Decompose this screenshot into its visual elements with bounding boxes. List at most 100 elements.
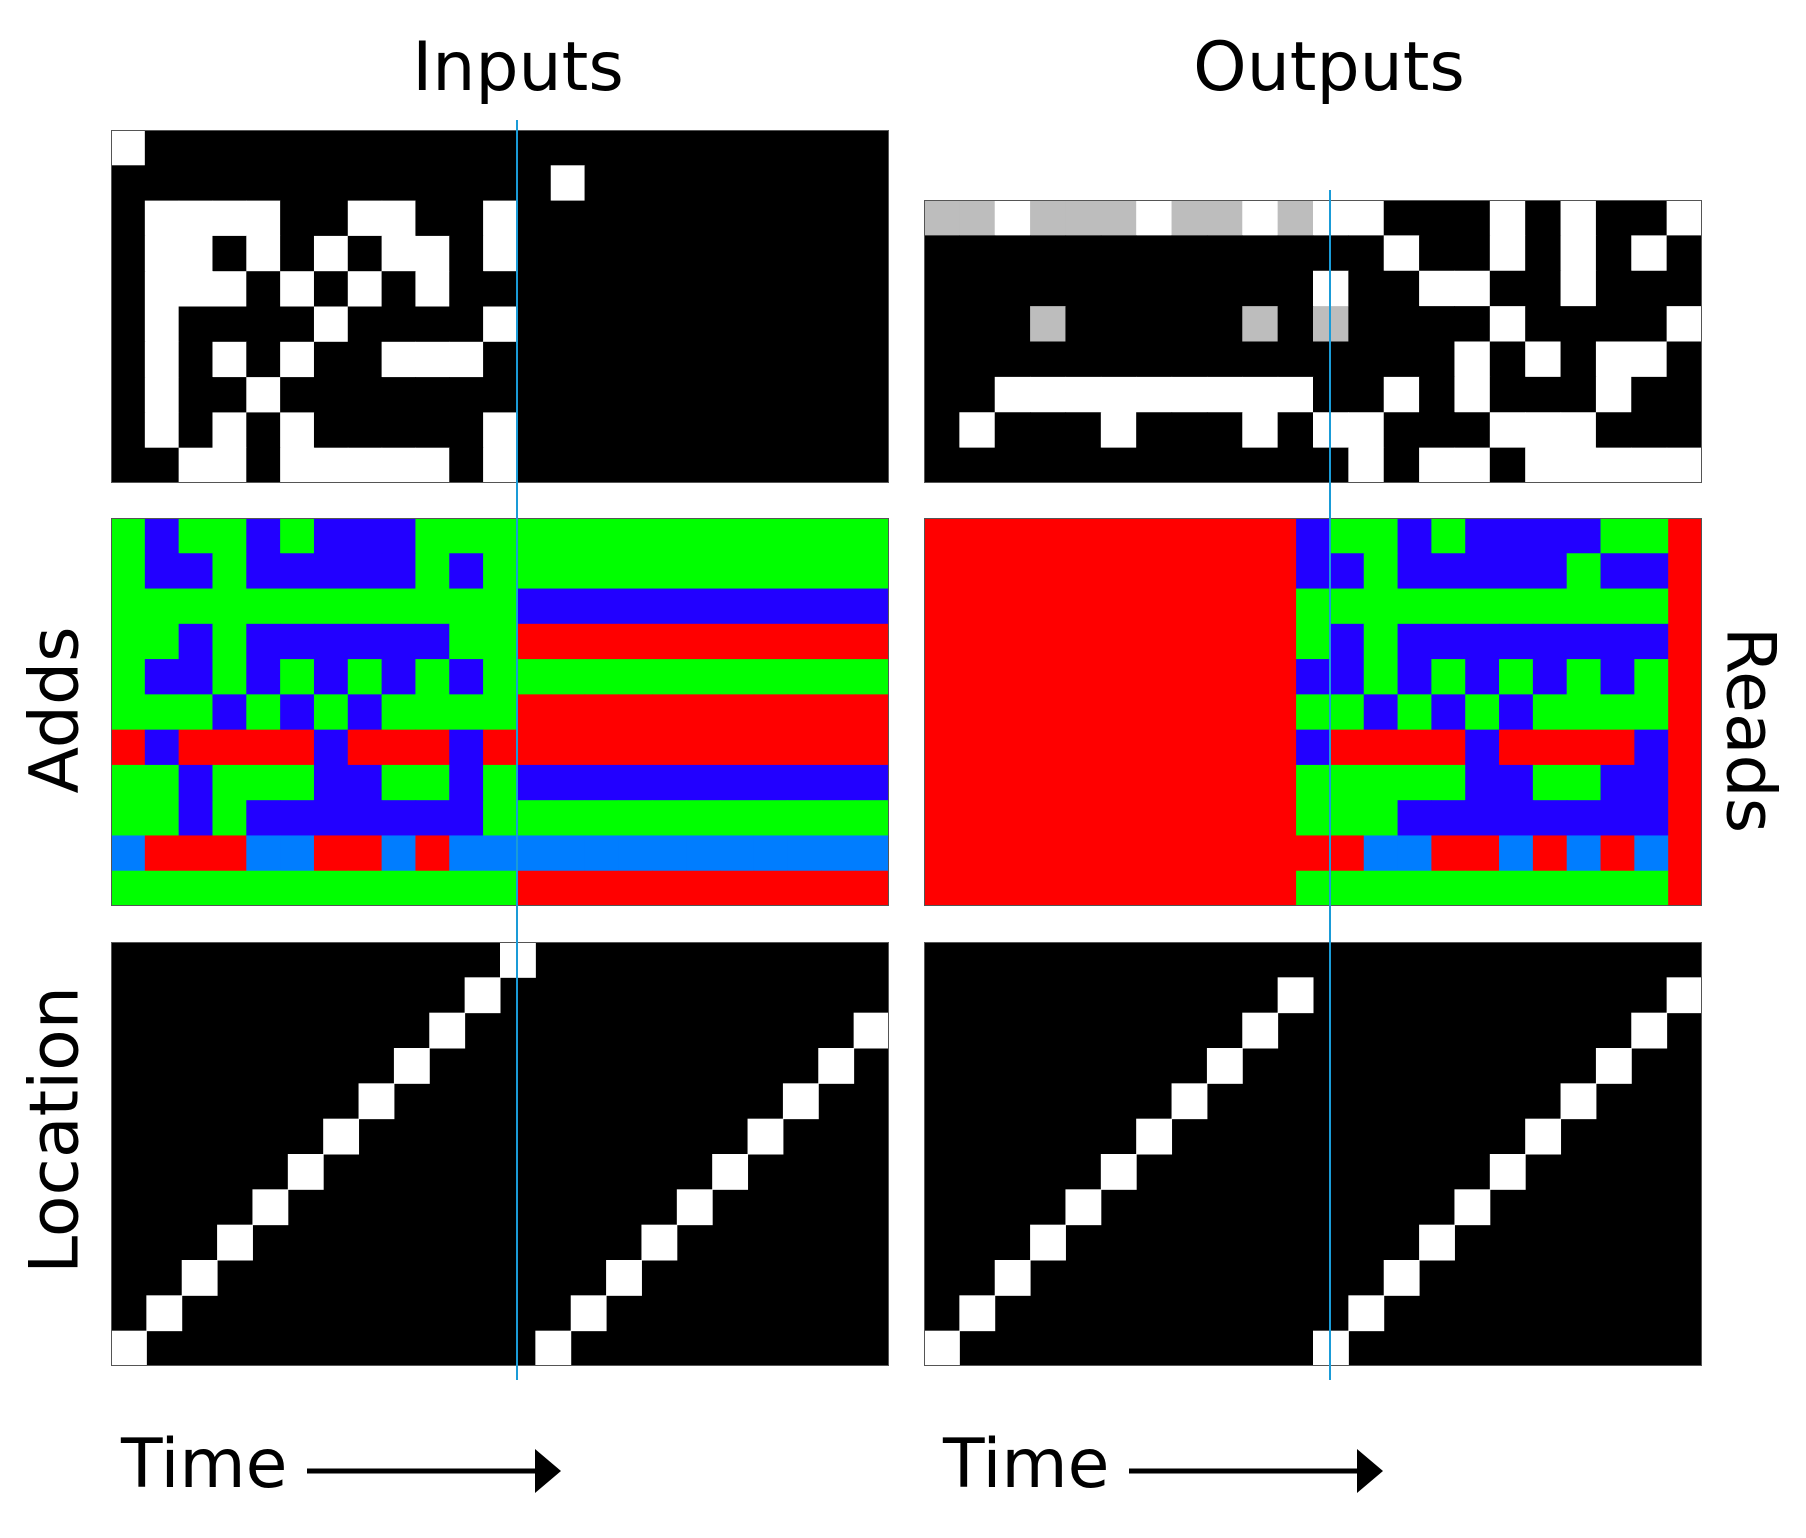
reads-cell (1397, 729, 1432, 766)
adds-cell (855, 870, 889, 906)
inputs-bits-cell (280, 235, 315, 272)
reads-cell (957, 729, 993, 766)
outputs-bits-cell (1595, 270, 1632, 307)
adds-cell (212, 800, 247, 837)
location-inputs-step (676, 1189, 713, 1226)
inputs-bits-cell (686, 200, 721, 237)
reads-cell (1363, 764, 1399, 801)
reads-cell (1194, 729, 1230, 766)
inputs-bits-cell (246, 412, 281, 449)
inputs-bits-cell (111, 306, 146, 343)
outputs-bits-cell (1171, 447, 1208, 483)
outputs-bits-cell (1206, 235, 1243, 272)
inputs-bits-cell (347, 447, 383, 483)
reads-cell (1329, 588, 1365, 625)
adds-cell (753, 518, 789, 554)
adds-cell (212, 518, 247, 554)
outputs-bits-cell (1489, 412, 1526, 449)
reads-cell (1532, 764, 1568, 801)
reads-cell (1431, 764, 1466, 801)
adds-cell (855, 518, 889, 554)
outputs-bits-cell (1383, 447, 1420, 483)
adds-cell (753, 729, 789, 766)
reads-cell (1397, 518, 1432, 554)
reads-cell (957, 800, 993, 837)
reads-cell (1600, 694, 1635, 731)
outputs-bits-cell (1277, 412, 1314, 449)
outputs-bits-cell (1206, 270, 1243, 307)
adds-cell (280, 553, 315, 590)
location-outputs-step (1383, 1260, 1420, 1296)
inputs-time-arrow (307, 1449, 561, 1493)
outputs-bits-cell (1631, 235, 1668, 272)
outputs-bits-cell (1419, 200, 1456, 236)
adds-cell (787, 518, 822, 554)
reads-cell (1634, 553, 1669, 590)
reads-cell (1194, 553, 1230, 590)
inputs-bits-cell (787, 271, 822, 308)
adds-cell (753, 870, 789, 906)
outputs-bits-cell (1525, 200, 1562, 236)
adds-cell (449, 518, 484, 554)
adds-cell (111, 623, 146, 660)
inputs-bits-cell (719, 377, 755, 413)
reads-cell (991, 518, 1027, 554)
reads-cell (1431, 623, 1466, 660)
adds-cell (787, 659, 822, 695)
reads-cell (991, 870, 1027, 906)
adds-cell (550, 764, 586, 801)
inputs-bits-cell (618, 271, 653, 308)
adds-cell (719, 518, 755, 554)
adds-cell (584, 835, 619, 872)
outputs-bits-cell (1666, 341, 1702, 378)
outputs-bits-cell (994, 235, 1031, 272)
reads-cell (1160, 764, 1196, 801)
inputs-bits-cell (280, 447, 315, 483)
adds-cell (855, 694, 889, 731)
outputs-bits-cell (959, 270, 996, 307)
adds-cell (753, 623, 789, 660)
outputs-bits-cell (1383, 270, 1420, 307)
outputs-bits-cell (1383, 341, 1420, 378)
inputs-bits-cell (686, 130, 721, 166)
inputs-bits-cell (178, 130, 214, 166)
location-inputs-step (570, 1295, 607, 1332)
outputs-bits-cell (959, 341, 996, 378)
location-inputs-step (712, 1154, 749, 1190)
adds-cell (246, 518, 281, 554)
reads-cell (1262, 623, 1297, 660)
reads-cell (1296, 870, 1331, 906)
reads-cell (957, 835, 993, 872)
adds-cell (178, 623, 214, 660)
inputs-bits-cell (516, 165, 552, 202)
location-outputs-step (959, 1295, 996, 1332)
reads-cell (1025, 729, 1060, 766)
adds-cell (381, 588, 417, 625)
adds-cell (753, 659, 789, 695)
adds-cell (347, 870, 383, 906)
location-outputs-step (1631, 1012, 1668, 1049)
outputs-time-marker (1329, 190, 1331, 1380)
reads-cell (1126, 659, 1162, 695)
location-inputs-step (853, 1012, 889, 1049)
reads-cell (1465, 659, 1500, 695)
reads-cell (1668, 764, 1702, 801)
adds-cell (347, 694, 383, 731)
adds-cell (313, 764, 349, 801)
inputs-bits-cell (618, 165, 653, 202)
outputs-bits-cell (1136, 412, 1173, 449)
reads-cell (1465, 729, 1500, 766)
adds-cell (855, 729, 889, 766)
inputs-bits-cell (111, 235, 146, 272)
inputs-bits-cell (618, 341, 653, 378)
adds-cell (178, 729, 214, 766)
reads-cell (1262, 518, 1297, 554)
outputs-bits-cell (1560, 341, 1597, 378)
inputs-bits-cell (516, 271, 552, 308)
adds-cell (550, 800, 586, 837)
adds-cell (415, 870, 450, 906)
location-inputs-step (323, 1118, 360, 1155)
adds-cell (686, 870, 721, 906)
inputs-bits-cell (855, 235, 889, 272)
inputs-bits-cell (483, 447, 518, 483)
